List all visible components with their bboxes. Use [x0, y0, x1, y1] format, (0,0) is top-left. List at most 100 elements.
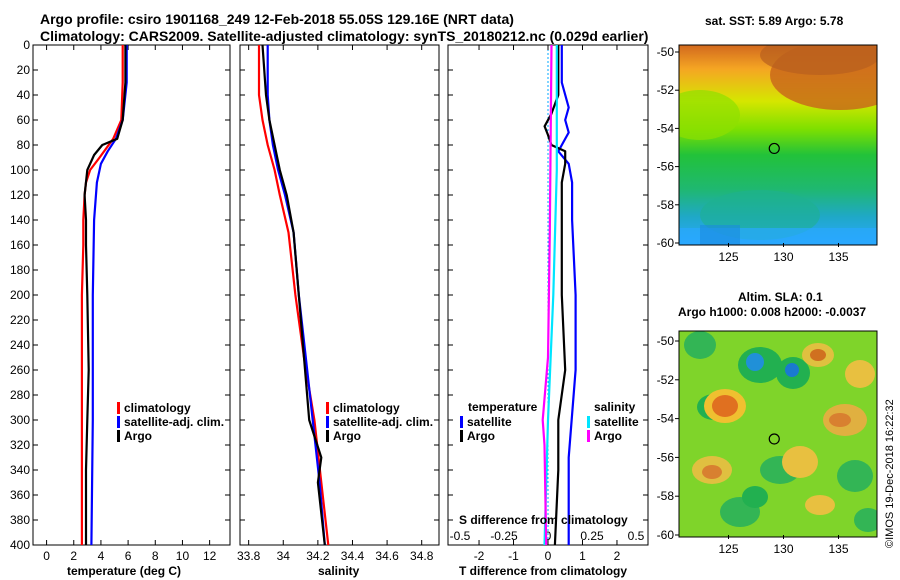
temperature-xlabel: temperature (deg C) — [67, 564, 181, 578]
series-s-argo — [541, 44, 553, 546]
series-argo — [83, 45, 127, 545]
salinity-xlabel: salinity — [318, 564, 360, 578]
x-tick-label: 12 — [203, 549, 217, 563]
x-tick-label: 6 — [125, 549, 132, 563]
sst-panel-title: sat. SST: 5.89 Argo: 5.78 — [705, 14, 844, 28]
s-difference-tick-label: -0.25 — [490, 529, 518, 543]
x-tick-label: 4 — [98, 549, 105, 563]
series-t-argo — [543, 45, 567, 546]
plot-title-line2: Climatology: CARS2009. Satellite-adjuste… — [40, 28, 649, 44]
legend-climatology-swatch — [326, 402, 329, 414]
depth-tick-label: 240 — [10, 338, 30, 352]
legend-temperature-heading: temperature — [468, 400, 538, 414]
x-tick-label: 33.8 — [237, 549, 261, 563]
t-difference-xlabel: T difference from climatology — [459, 564, 627, 578]
latitude-tick-label: -58 — [657, 489, 675, 503]
latitude-tick-label: -56 — [657, 160, 675, 174]
x-tick-label: 0 — [43, 549, 50, 563]
legend-t-satellite-swatch — [460, 416, 463, 428]
legend-s-argo-swatch — [587, 430, 590, 442]
longitude-tick-label: 130 — [773, 250, 793, 264]
sla-panel-title-line2: Argo h1000: 0.008 h2000: -0.0037 — [678, 305, 867, 319]
sla-map-panel: 125 130 135 -50 -52 -54 -56 -58 -60 — [657, 330, 878, 556]
depth-tick-label: 320 — [10, 438, 30, 452]
depth-tick-label: 60 — [17, 113, 31, 127]
legend-satellite-label: satellite-adj. clim. — [333, 415, 433, 429]
depth-tick-label: 280 — [10, 388, 30, 402]
argo-float-location-marker — [768, 142, 780, 155]
depth-tick-label: 260 — [10, 363, 30, 377]
latitude-tick-label: -50 — [657, 334, 675, 348]
depth-tick-label: 40 — [17, 88, 31, 102]
latitude-tick-label: -52 — [657, 373, 675, 387]
latitude-tick-label: -58 — [657, 198, 675, 212]
legend-climatology-label: climatology — [124, 401, 191, 415]
legend-t-satellite-label: satellite — [467, 415, 512, 429]
x-tick-label: 34.2 — [306, 549, 330, 563]
legend-argo-label: Argo — [124, 429, 152, 443]
longitude-tick-label: 125 — [718, 250, 738, 264]
x-tick-label: 34.8 — [410, 549, 434, 563]
legend-satellite-swatch — [326, 416, 329, 428]
longitude-tick-label: 130 — [773, 542, 793, 556]
latitude-tick-label: -60 — [657, 528, 675, 542]
longitude-tick-label: 135 — [828, 542, 848, 556]
difference-legend: temperature satellite Argo salinity sate… — [460, 400, 639, 443]
legend-t-argo-label: Argo — [467, 429, 495, 443]
temperature-axes-frame — [32, 44, 231, 546]
depth-tick-label: 20 — [17, 63, 31, 77]
x-tick-label: 34 — [277, 549, 291, 563]
s-difference-tick-label: 0.5 — [628, 529, 645, 543]
plot-title-line1: Argo profile: csiro 1901168_249 12-Feb-2… — [40, 11, 514, 27]
depth-tick-label: 120 — [10, 188, 30, 202]
series-t-satellite — [557, 45, 577, 545]
legend-s-satellite-swatch — [587, 416, 590, 428]
depth-tick-label: 380 — [10, 513, 30, 527]
latitude-tick-label: -60 — [657, 236, 675, 250]
latitude-tick-label: -54 — [657, 412, 675, 426]
legend-argo-swatch — [117, 430, 120, 442]
temperature-legend: climatology satellite-adj. clim. Argo — [117, 401, 224, 443]
s-difference-tick-label: -0.5 — [450, 529, 471, 543]
latitude-tick-label: -50 — [657, 45, 675, 59]
depth-tick-label: 220 — [10, 313, 30, 327]
x-tick-label: -2 — [474, 549, 485, 563]
legend-s-argo-label: Argo — [594, 429, 622, 443]
x-tick-label: -1 — [508, 549, 519, 563]
legend-climatology-swatch — [117, 402, 120, 414]
x-tick-label: 2 — [614, 549, 621, 563]
s-difference-tick-label: 0 — [545, 529, 552, 543]
latitude-tick-label: -56 — [657, 450, 675, 464]
legend-satellite-swatch — [117, 416, 120, 428]
x-tick-label: 34.4 — [341, 549, 365, 563]
latitude-tick-label: -54 — [657, 121, 675, 135]
series-s-satellite — [543, 45, 558, 546]
depth-tick-label: 80 — [17, 138, 31, 152]
depth-tick-label: 0 — [23, 38, 30, 52]
depth-tick-label: 300 — [10, 413, 30, 427]
depth-tick-label: 200 — [10, 288, 30, 302]
salinity-legend: climatology satellite-adj. clim. Argo — [326, 401, 433, 443]
legend-argo-swatch — [326, 430, 329, 442]
legend-climatology-label: climatology — [333, 401, 400, 415]
x-tick-label: 1 — [579, 549, 586, 563]
depth-tick-label: 360 — [10, 488, 30, 502]
depth-tick-label: 180 — [10, 263, 30, 277]
depth-tick-label: 140 — [10, 213, 30, 227]
longitude-tick-label: 135 — [828, 250, 848, 264]
sla-panel-title-line1: Altim. SLA: 0.1 — [738, 290, 823, 304]
s-difference-tick-label: 0.25 — [580, 529, 604, 543]
series-climatology — [257, 45, 330, 546]
sla-map-frame — [678, 330, 878, 538]
depth-tick-label: 100 — [10, 163, 30, 177]
legend-t-argo-swatch — [460, 430, 463, 442]
legend-salinity-heading: salinity — [594, 400, 636, 414]
longitude-tick-label: 125 — [718, 542, 738, 556]
depth-tick-label: 400 — [10, 538, 30, 552]
x-tick-label: 0 — [545, 549, 552, 563]
sst-map-panel: 125 130 135 -50 -52 -54 -56 -58 -60 — [657, 44, 878, 264]
legend-s-satellite-label: satellite — [594, 415, 639, 429]
x-tick-label: 2 — [70, 549, 77, 563]
s-difference-xlabel: S difference from climatology — [459, 513, 628, 527]
